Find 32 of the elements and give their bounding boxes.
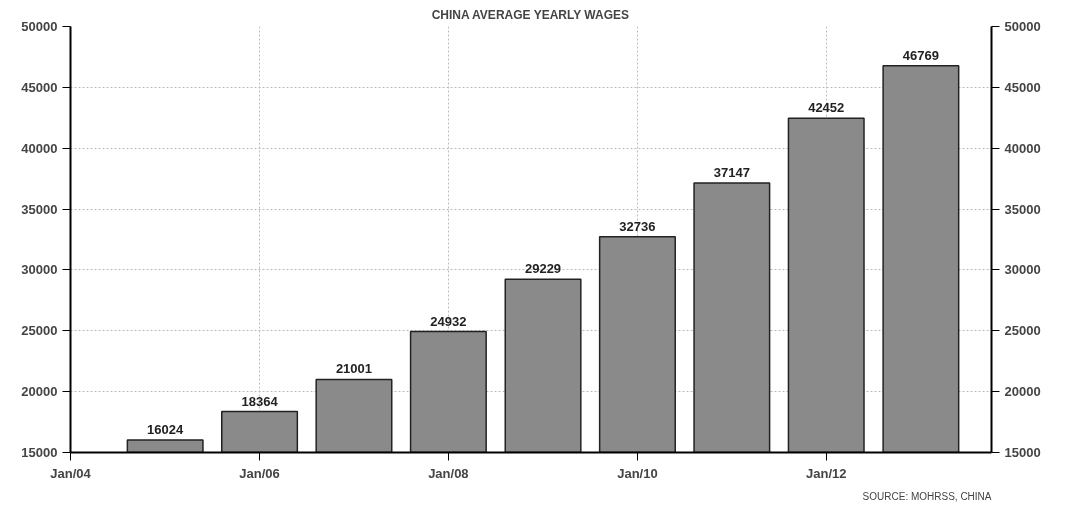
y2-tick-label: 20000 [1004, 384, 1041, 400]
data-label: 21001 [335, 361, 373, 377]
data-label: 42452 [808, 100, 845, 116]
source-note: SOURCE: MOHRSS, CHINA [862, 490, 992, 502]
y-tick-label: 20000 [21, 384, 58, 400]
x-tick-label: Jan/10 [617, 465, 658, 481]
y-tick-label: 45000 [21, 79, 58, 95]
x-tick-label: Jan/12 [806, 465, 847, 481]
data-label: 32736 [619, 218, 656, 234]
y2-tick-label: 25000 [1004, 323, 1041, 339]
y2-tick-label: 45000 [1004, 79, 1041, 95]
x-tick-label: Jan/06 [239, 465, 280, 481]
y-tick-label: 25000 [21, 323, 58, 339]
x-tick-label: Jan/08 [428, 465, 469, 481]
data-label: 24932 [430, 313, 467, 329]
y2-tick-label: 50000 [1004, 19, 1041, 34]
data-label: 37147 [713, 164, 750, 180]
y2-tick-label: 40000 [1004, 140, 1041, 156]
data-label: 16024 [147, 422, 185, 438]
y2-tick-label: 35000 [1004, 201, 1041, 217]
y-tick-label: 30000 [21, 262, 58, 278]
chart-title: CHINA AVERAGE YEARLY WAGES [431, 7, 630, 22]
y2-tick-label: 15000 [1004, 445, 1041, 460]
y-tick-label: 35000 [21, 201, 58, 217]
data-label: 18364 [241, 393, 279, 409]
x-tick-label: Jan/04 [50, 465, 92, 481]
y2-tick-label: 30000 [1004, 262, 1041, 278]
y-tick-label: 50000 [21, 19, 58, 34]
data-label: 46769 [902, 47, 939, 63]
data-label: 29229 [524, 261, 562, 277]
y-tick-label: 40000 [21, 140, 58, 156]
y-tick-label: 15000 [21, 445, 58, 460]
